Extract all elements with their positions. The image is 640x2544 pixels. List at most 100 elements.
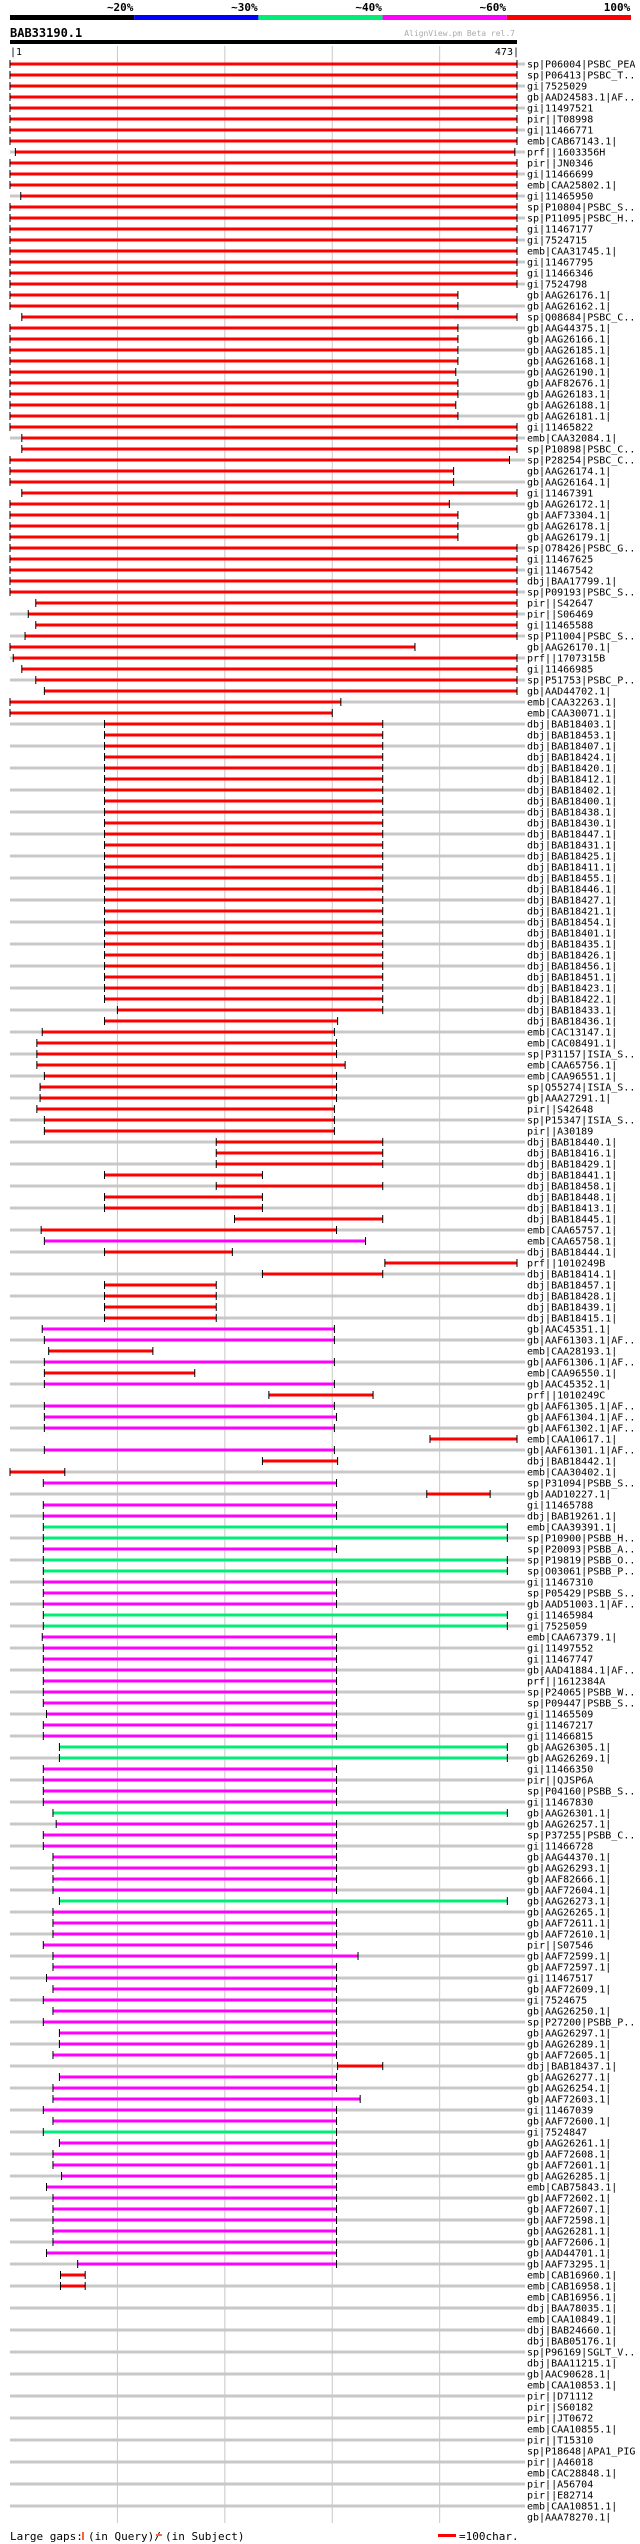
hit-row[interactable]: gb|AAD24583.1|AF..	[9, 93, 636, 104]
hit-label[interactable]: emb|CAA28193.1|	[527, 1347, 617, 1358]
alignment-bar[interactable]	[104, 832, 383, 836]
hit-row[interactable]: gi|11467039	[10, 2106, 593, 2117]
hit-row[interactable]: gi|7524847	[10, 2128, 587, 2139]
hit-row[interactable]: sp|P10900|PSBB_H..	[10, 1534, 635, 1545]
hit-row[interactable]: dbj|BAB18402.1|	[10, 786, 617, 797]
alignment-bar[interactable]	[52, 2009, 337, 2013]
alignment-bar[interactable]	[43, 1778, 337, 1782]
alignment-bar[interactable]	[52, 2152, 337, 2156]
hit-label[interactable]: gi|11467625	[527, 555, 593, 566]
hit-row[interactable]: gb|AAF72607.1|	[52, 2205, 611, 2216]
alignment-bar[interactable]	[35, 623, 517, 627]
hit-row[interactable]: dbj|BAB18448.1|	[104, 1193, 617, 1204]
hit-row[interactable]: emb|CAA28193.1|	[48, 1347, 617, 1358]
hit-label[interactable]: emb|CAA25802.1|	[527, 181, 617, 192]
hit-row[interactable]: gb|AAG26164.1|	[9, 478, 612, 489]
alignment-bar[interactable]	[10, 359, 458, 363]
hit-label[interactable]: emb|CAA10853.1|	[527, 2381, 617, 2392]
hit-label[interactable]: emb|CAA10855.1|	[527, 2425, 617, 2436]
hit-row[interactable]: dbj|BAB18413.1|	[10, 1204, 617, 1215]
alignment-bar[interactable]	[104, 766, 383, 770]
alignment-bar[interactable]	[104, 887, 383, 891]
hit-label[interactable]: gb|AAF72606.1|	[527, 2238, 611, 2249]
alignment-bar[interactable]	[43, 1580, 337, 1584]
hit-label[interactable]: gi|11467391	[527, 489, 593, 500]
hit-row[interactable]: emb|CAA39391.1|	[42, 1523, 618, 1534]
alignment-bar[interactable]	[52, 2163, 337, 2167]
alignment-bar[interactable]	[104, 810, 383, 814]
hit-row[interactable]: gb|AAG26301.1|	[52, 1809, 611, 1820]
alignment-bar[interactable]	[10, 513, 458, 517]
hit-row[interactable]: sp|Q08684|PSBC_C..	[21, 313, 635, 324]
hit-label[interactable]: dbj|BAB18407.1|	[527, 742, 617, 753]
hit-label[interactable]: dbj|BAB18428.1|	[527, 1292, 617, 1303]
alignment-bar[interactable]	[43, 1591, 337, 1595]
hit-label[interactable]: dbj|BAB18441.1|	[527, 1171, 617, 1182]
hit-label[interactable]: emb|CAA10617.1|	[527, 1435, 617, 1446]
hit-row[interactable]: gi|11467217	[42, 1721, 593, 1732]
hit-row[interactable]: gb|AAG26289.1|	[10, 2040, 611, 2051]
hit-row[interactable]: gb|AAG26277.1|	[58, 2073, 611, 2084]
hit-label[interactable]: sp|P20093|PSBB_A..	[527, 1545, 635, 1556]
hit-label[interactable]: sp|P24065|PSBB_W..	[527, 1688, 635, 1699]
hit-label[interactable]: pir||T15310	[527, 2436, 593, 2447]
hit-label[interactable]: dbj|BAB18454.1|	[527, 918, 617, 929]
hit-label[interactable]: dbj|BAB18453.1|	[527, 731, 617, 742]
hit-label[interactable]: gi|11497552	[527, 1644, 593, 1655]
hit-row[interactable]: emb|CAA96551.1|	[10, 1072, 617, 1083]
hit-row[interactable]: gb|AAG26162.1|	[9, 302, 612, 313]
hit-label[interactable]: gi|11467177	[527, 225, 593, 236]
hit-label[interactable]: gb|AAG26172.1|	[527, 500, 611, 511]
hit-label[interactable]: sp|P11095|PSBC_H..	[527, 214, 635, 225]
alignment-bar[interactable]	[117, 1008, 383, 1012]
hit-row[interactable]: dbj|BAB18442.1|	[261, 1457, 617, 1468]
alignment-bar[interactable]	[10, 590, 517, 594]
alignment-bar[interactable]	[10, 84, 517, 88]
hit-label[interactable]: gb|AAG26297.1|	[527, 2029, 611, 2040]
hit-row[interactable]: pir||JT0672	[10, 2414, 593, 2425]
alignment-bar[interactable]	[10, 337, 458, 341]
hit-row[interactable]: gb|AAG26261.1|	[58, 2139, 611, 2150]
hit-row[interactable]: emb|CAA32263.1|	[9, 698, 618, 709]
alignment-bar[interactable]	[104, 986, 383, 990]
alignment-bar[interactable]	[104, 931, 383, 935]
hit-row[interactable]: gb|AAD44702.1|	[43, 687, 611, 698]
hit-row[interactable]: emb|CAB67143.1|	[9, 137, 618, 148]
hit-label[interactable]: sp|P10900|PSBB_H..	[527, 1534, 635, 1545]
alignment-bar[interactable]	[15, 150, 515, 154]
hit-row[interactable]: dbj|BAB18425.1|	[10, 852, 617, 863]
alignment-bar[interactable]	[44, 1118, 335, 1122]
alignment-bar[interactable]	[43, 2130, 337, 2134]
alignment-bar[interactable]	[52, 1910, 337, 1914]
hit-row[interactable]: sp|P18648|APA1_PIG	[527, 2447, 635, 2458]
hit-row[interactable]: dbj|BAB18457.1|	[104, 1281, 617, 1292]
hit-row[interactable]: dbj|BAB18431.1|	[104, 841, 617, 852]
hit-row[interactable]: dbj|BAB18420.1|	[10, 764, 617, 775]
alignment-bar[interactable]	[10, 216, 517, 220]
hit-label[interactable]: gb|AAG26176.1|	[527, 291, 611, 302]
alignment-bar[interactable]	[10, 62, 517, 66]
hit-row[interactable]: sp|P51753|PSBC_P..	[10, 676, 635, 687]
alignment-bar[interactable]	[44, 1426, 335, 1430]
alignment-bar[interactable]	[43, 1679, 337, 1683]
hit-row[interactable]: dbj|BAB18444.1|	[10, 1248, 617, 1259]
hit-row[interactable]: gb|AAG26178.1|	[9, 522, 612, 533]
hit-label[interactable]: gb|AAG26190.1|	[527, 368, 611, 379]
hit-label[interactable]: dbj|BAB19261.1|	[527, 1512, 617, 1523]
alignment-bar[interactable]	[44, 1338, 335, 1342]
alignment-bar[interactable]	[43, 1514, 337, 1518]
alignment-bar[interactable]	[61, 2174, 337, 2178]
hit-label[interactable]: emb|CAC13147.1|	[527, 1028, 617, 1039]
hit-row[interactable]: gi|11465950	[10, 192, 593, 203]
hit-label[interactable]: dbj|BAB18447.1|	[527, 830, 617, 841]
hit-row[interactable]: gb|AAG26176.1|	[9, 291, 612, 302]
hit-row[interactable]: sp|P37255|PSBB_C..	[42, 1831, 636, 1842]
alignment-bar[interactable]	[21, 315, 518, 319]
hit-label[interactable]: gi|11467039	[527, 2106, 593, 2117]
hit-label[interactable]: gb|AAF72608.1|	[527, 2150, 611, 2161]
hit-row[interactable]: gi|11467391	[21, 489, 593, 500]
hit-row[interactable]: sp|P96169|SGLT_V..	[10, 2348, 635, 2359]
hit-row[interactable]: gb|AAF61302.1|AF..	[10, 1424, 635, 1435]
hit-row[interactable]: dbj|BAB18430.1|	[104, 819, 617, 830]
alignment-bar[interactable]	[52, 2196, 337, 2200]
